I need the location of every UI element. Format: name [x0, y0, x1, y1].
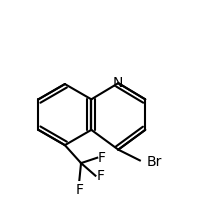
Text: Br: Br — [147, 155, 162, 169]
Text: F: F — [96, 169, 104, 183]
Text: N: N — [113, 76, 123, 90]
Text: F: F — [75, 183, 83, 197]
Text: F: F — [98, 151, 106, 165]
